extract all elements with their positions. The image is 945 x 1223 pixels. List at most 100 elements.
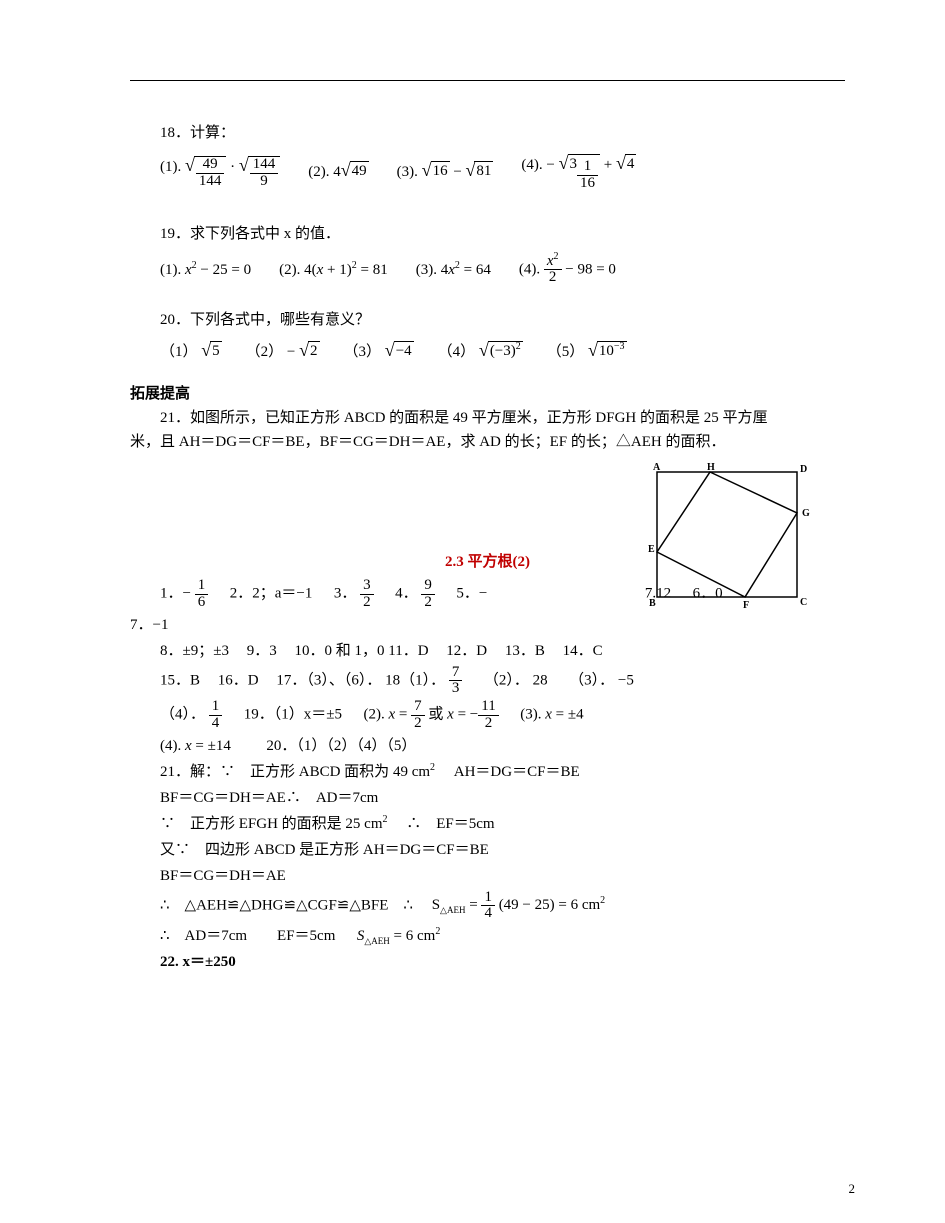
svg-text:C: C [800,597,807,608]
label: (3). [416,262,437,278]
a1: 1．− [160,586,191,602]
label: (4). [521,157,542,173]
label: (4). [519,261,540,277]
a18-2l: （2）． [484,672,529,688]
a21-l5: BF＝CG＝DH＝AE [160,864,845,888]
a21-l2: BF＝CG＝DH＝AE∴ AD＝7cm [160,786,845,810]
q20-p2: （2） − √2 [246,340,320,364]
answers-block-2: 8．±9；±3 9．3 10．0 和 1，0 11．D 12．D 13．B 14… [160,639,845,975]
a3: 3． [334,586,357,602]
q19-p2: (2). 4(x + 1)2 = 81 [279,258,388,282]
sqrt-icon: √10−3 [588,341,627,360]
a18-2v: 28 [533,672,548,688]
q18-p3: (3). √16 − √81 [397,160,494,184]
tail: − 98 = 0 [565,261,616,277]
svg-text:A: A [653,462,661,473]
svg-text:F: F [743,600,749,610]
dot: · [230,159,239,175]
q19-p3: (3). 4x2 = 64 [416,258,491,282]
ans-line-3: 15．B 16．D 17．（3）、（6）． 18（1）． 73 （2）． 28 … [160,665,845,698]
q19-title: 19．求下列各式中 x 的值． [160,222,845,246]
a19-3l: (3). [520,707,541,723]
a20: 20．（1）（2）（4）（5） [266,738,416,754]
a4: 4． [395,586,418,602]
label: （5） [547,344,585,360]
svg-text:G: G [802,508,810,519]
sqrt-icon: √16 [422,161,450,180]
q18-p2: (2). 4√49 [308,160,368,184]
a19-mid: 或 [428,707,447,723]
page: 18．计算： (1). √49144 · √1449 (2). 4√49 (3)… [0,0,945,1220]
a19-4l: (4). [160,738,181,754]
q20-p5: （5） √10−3 [547,340,627,364]
a18-3l: （3）． [569,672,614,688]
label: (2). [308,164,329,180]
a21-l1: 21．解：∵ 正方形 ABCD 面积为 49 cm2 AH＝DG＝CF＝BE [160,760,845,784]
q19-p4: (4). x22 − 98 = 0 [519,254,616,287]
a5: 5．− [456,586,487,602]
sqrt-icon: √(−3)2 [479,341,523,360]
square-diagram: A H D G C F B E [645,460,815,610]
s-expr: S△AEH = 6 cm2 [357,928,440,944]
a16: 16．D [218,672,259,688]
expr: 4x2 = 64 [441,262,491,278]
label: （3） [344,344,382,360]
q20-p1: （1） √5 [160,340,222,364]
q20-row: （1） √5 （2） − √2 （3） √−4 （4） √(−3)2 （5） √… [160,340,845,364]
t: ∵ 正方形 EFGH 的面积是 [160,816,345,832]
sqrt-icon: √49144 [185,156,226,190]
a21-l6: ∴ △AEH≌△DHG≌△CGF≌△BFE ∴ S△AEH = 14 (49 −… [160,890,845,923]
label: （1） [160,344,198,360]
q18-p4: (4). − √3116 + √4 [521,153,636,192]
expr: 4(x + 1)2 = 81 [304,262,388,278]
prefix: − [287,344,295,360]
v: 49 cm2 [393,764,435,780]
label: （2） [246,344,284,360]
sqrt-icon: √3116 [559,154,600,192]
a10: 10．0 和 1，0 [294,643,384,659]
svg-text:E: E [648,544,655,555]
q20-title: 20．下列各式中，哪些有意义？ [160,308,845,332]
a18-3v: −5 [618,672,634,688]
label: (1). [160,262,181,278]
q20-p3: （3） √−4 [344,340,414,364]
q18-p1: (1). √49144 · √1449 [160,155,280,190]
q21-line1: 21．如图所示，已知正方形 ABCD 的面积是 49 平方厘米，正方形 DFGH… [160,406,845,430]
a11: 11．D [388,643,428,659]
a21-l4: 又∵ 四边形 ABCD 是正方形 AH＝DG＝CF＝BE [160,838,845,862]
q19-p1: (1). x2 − 25 = 0 [160,258,251,282]
sqrt-icon: √2 [299,341,319,360]
a9: 9．3 [247,643,277,659]
a7: 7．−1 [130,613,845,637]
s-expr: S△AEH = [432,897,482,913]
a13: 13．B [505,643,545,659]
a18-4l: （4）． [160,707,205,723]
extension-heading: 拓展提高 [130,382,845,406]
t: ∴ AD＝7cm EF＝5cm [160,928,335,944]
a21-l7: ∴ AD＝7cm EF＝5cm S△AEH = 6 cm2 [160,924,845,948]
v: 25 cm2 [345,816,387,832]
a18: 18（1）． [385,672,445,688]
q18-row: (1). √49144 · √1449 (2). 4√49 (3). √16 −… [160,153,845,192]
a15: 15．B [160,672,200,688]
q21-line2: 米，且 AH＝DG＝CF＝BE，BF＝CG＝DH＝AE，求 AD 的长；EF 的… [130,430,845,454]
label: (3). [397,164,418,180]
sqrt-icon: √4 [616,154,636,173]
ans-line-4: （4）． 14 19．（1）x＝±5 (2). x = 72 或 x = −11… [160,699,845,732]
sqrt-icon: √−4 [385,341,414,360]
a22: 22. x＝±250 [160,950,845,974]
a19: 19．（1）x＝±5 [244,707,342,723]
q18-title: 18．计算： [160,121,845,145]
label: （4） [438,344,476,360]
v: (49 − 25) = 6 cm2 [499,897,605,913]
t2: ∴ EF＝5cm [391,816,494,832]
q19-row: (1). x2 − 25 = 0 (2). 4(x + 1)2 = 81 (3)… [160,254,845,287]
sqrt-icon: √1449 [239,156,280,190]
t2: AH＝DG＝CF＝BE [439,764,580,780]
sqrt-icon: √81 [466,161,494,180]
a17: 17．（3）、（6）． [276,672,381,688]
a14: 14．C [563,643,603,659]
t: ∴ △AEH≌△DHG≌△CGF≌△BFE ∴ [160,897,428,913]
ans-line-2: 8．±9；±3 9．3 10．0 和 1，0 11．D 12．D 13．B 14… [160,639,845,663]
label: (1). [160,159,181,175]
